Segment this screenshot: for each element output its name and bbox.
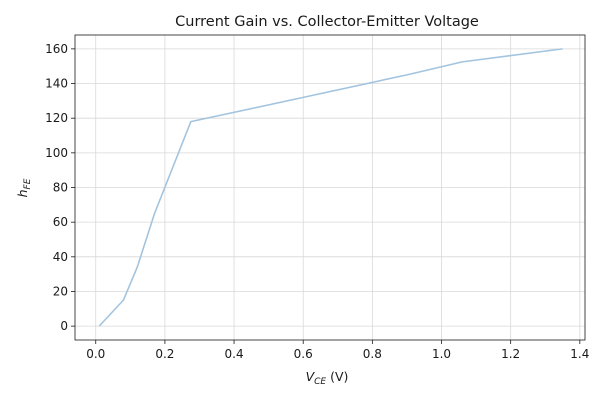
y-tick-label: 40 [53, 250, 68, 264]
y-axis-label-sub: FE [23, 178, 33, 189]
x-tick-label: 1.0 [432, 347, 451, 361]
x-tick-label: 1.2 [501, 347, 520, 361]
x-tick-label: 0.8 [363, 347, 382, 361]
x-axis-label-sub: CE [314, 377, 326, 387]
x-axis-label-unit: (V) [326, 369, 348, 384]
x-axis-label: VCE (V) [306, 369, 349, 387]
y-tick-label: 20 [53, 284, 68, 298]
series-line [98, 48, 563, 327]
x-axis-ticks: 0.0 0.2 0.4 0.6 0.8 1.0 1.2 1.4 [86, 340, 589, 361]
series-layer [98, 48, 563, 327]
x-tick-label: 1.4 [570, 347, 589, 361]
x-tick-label: 0.6 [294, 347, 313, 361]
chart-title: Current Gain vs. Collector-Emitter Volta… [175, 14, 479, 30]
x-tick-label: 0.4 [225, 347, 244, 361]
y-tick-label: 60 [53, 215, 68, 229]
y-axis-ticks: 0 20 40 60 80 100 120 140 160 [45, 42, 75, 333]
x-axis-label-base: V [306, 369, 316, 384]
y-tick-label: 120 [45, 111, 68, 125]
y-tick-label: 140 [45, 77, 68, 91]
x-tick-label: 0.0 [86, 347, 105, 361]
y-tick-label: 100 [45, 146, 68, 160]
y-tick-label: 80 [53, 181, 68, 195]
y-axis-label-base: h [15, 189, 30, 197]
y-tick-label: 160 [45, 42, 68, 56]
y-tick-label: 0 [60, 319, 68, 333]
y-axis-label: hFE [15, 178, 33, 197]
x-tick-label: 0.2 [155, 347, 174, 361]
grid [75, 35, 585, 340]
